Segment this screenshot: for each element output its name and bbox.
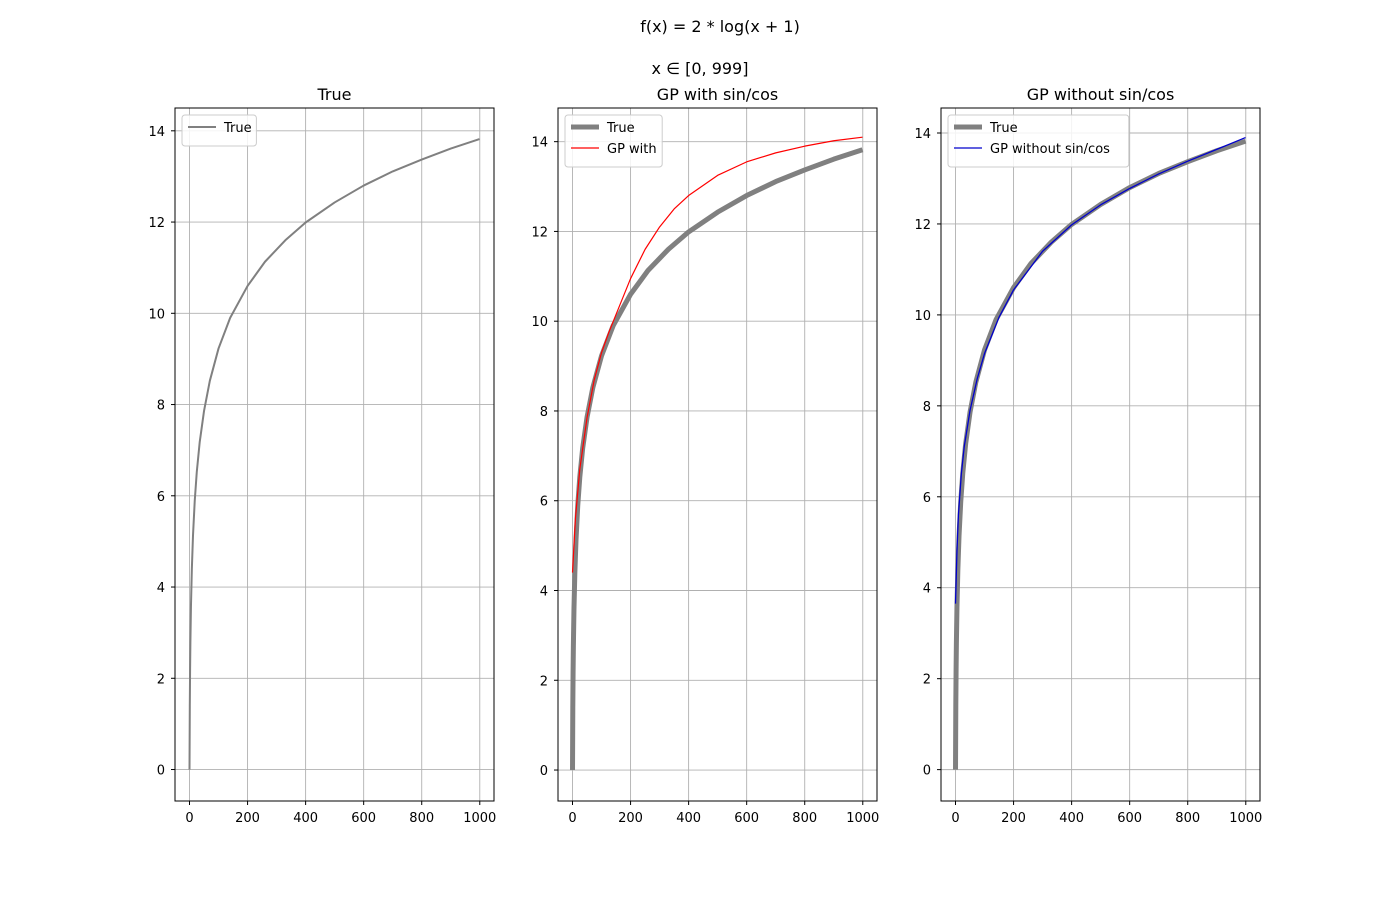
y-tick-label: 12: [914, 218, 931, 233]
series-line-true: [570, 147, 864, 771]
legend-label: GP with: [607, 142, 657, 157]
y-tick-label: 2: [540, 674, 548, 689]
x-tick-label: 600: [734, 811, 759, 826]
y-tick-label: 2: [157, 672, 165, 687]
panel-title: GP without sin/cos: [1027, 85, 1175, 104]
x-tick-label: 1000: [1229, 811, 1262, 826]
y-tick-label: 14: [531, 136, 548, 151]
x-tick-label: 0: [951, 811, 959, 826]
panel-1: 0 200 400 600 800 1000 0 2 4 6 8 10 12 14 True True: [148, 85, 496, 826]
panel-title: True: [317, 85, 352, 104]
y-tick-label: 6: [923, 491, 931, 506]
x-tick-label: 600: [1117, 811, 1142, 826]
legend-label: True: [989, 121, 1018, 136]
axes-frame: [940, 107, 1261, 802]
y-tick-label: 0: [540, 764, 548, 779]
y-tick-label: 4: [157, 581, 165, 596]
figure-title: f(x) = 2 * log(x + 1): [640, 17, 800, 36]
y-tick-label: 12: [148, 216, 165, 231]
y-tick-label: 0: [923, 764, 931, 779]
x-tick-label: 400: [676, 811, 701, 826]
x-tick-label: 800: [409, 811, 434, 826]
y-tick-label: 4: [540, 584, 548, 599]
x-tick-label: 0: [568, 811, 576, 826]
y-tick-label: 10: [914, 309, 931, 324]
axes-frame: [557, 107, 878, 802]
x-tick-label: 200: [235, 811, 260, 826]
x-tick-label: 1000: [846, 811, 879, 826]
legend-label: True: [606, 121, 635, 136]
x-tick-label: 400: [293, 811, 318, 826]
x-tick-label: 1000: [463, 811, 496, 826]
panel-title: GP with sin/cos: [657, 85, 778, 104]
y-tick-label: 8: [923, 400, 931, 415]
series-line-gp-with: [571, 136, 863, 573]
series-line-true: [188, 138, 480, 770]
series-line-gp-without-sin-cos: [954, 136, 1246, 604]
panel-3: 0 200 400 600 800 1000 0 2 4 6 8 10 12 14 GP without s…: [914, 85, 1262, 826]
figure-subtitle: x ∈ [0, 999]: [652, 59, 749, 78]
y-tick-label: 2: [923, 673, 931, 688]
y-tick-label: 8: [540, 405, 548, 420]
y-tick-label: 0: [157, 764, 165, 779]
x-tick-label: 0: [185, 811, 193, 826]
y-tick-label: 12: [531, 225, 548, 240]
x-tick-label: 200: [1001, 811, 1026, 826]
y-tick-label: 6: [540, 495, 548, 510]
x-tick-label: 600: [351, 811, 376, 826]
panel-2: 0 200 400 600 800 1000 0 2 4 6 8 10 12 14 GP with sin/…: [531, 85, 879, 826]
axes-frame: [174, 107, 495, 802]
x-tick-label: 800: [1175, 811, 1200, 826]
y-tick-label: 10: [148, 307, 165, 322]
x-tick-label: 400: [1059, 811, 1084, 826]
y-tick-label: 14: [914, 127, 931, 142]
y-tick-label: 4: [923, 582, 931, 597]
y-tick-label: 14: [148, 125, 165, 140]
legend: True GP without sin/cos: [947, 114, 1130, 168]
legend-label: True: [223, 121, 252, 136]
y-tick-label: 8: [157, 399, 165, 414]
legend: True: [181, 114, 257, 147]
legend: True GP with: [564, 114, 663, 168]
y-tick-label: 10: [531, 315, 548, 330]
series-line-true: [953, 138, 1247, 770]
legend-label: GP without sin/cos: [990, 142, 1110, 157]
y-tick-label: 6: [157, 490, 165, 505]
x-tick-label: 200: [618, 811, 643, 826]
x-tick-label: 800: [792, 811, 817, 826]
